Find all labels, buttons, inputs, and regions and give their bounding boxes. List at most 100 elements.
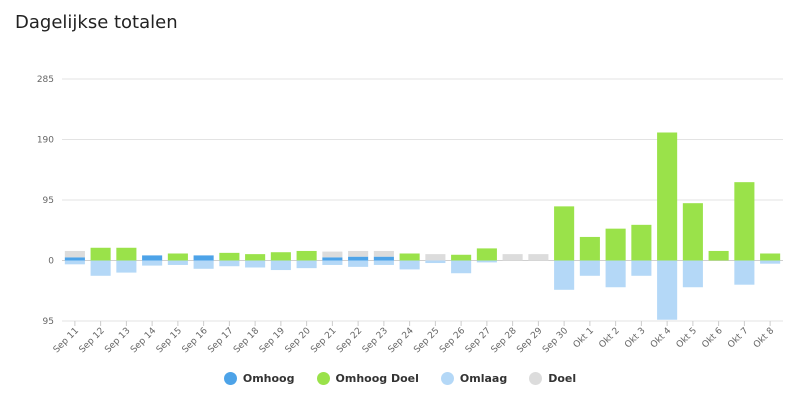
bar-omlaag-15[interactable]: [451, 260, 472, 274]
legend-item-omlaag[interactable]: Omlaag: [440, 372, 508, 385]
legend-label-omhoog: Omhoog: [242, 372, 295, 385]
x-tick-label: Sep 19: [258, 326, 287, 355]
bar-omlaag-13[interactable]: [399, 260, 420, 270]
x-tick-label: Okt 7: [726, 326, 750, 350]
bar-omlaag-6[interactable]: [219, 260, 240, 267]
x-tick-label: Sep 20: [284, 326, 313, 355]
x-tick-label: Okt 1: [572, 326, 596, 350]
bar-omlaag-0[interactable]: [64, 260, 85, 265]
legend-swatch-omlaag: [440, 372, 454, 385]
bar-omlaag-11[interactable]: [348, 260, 369, 267]
bar-omhoog-doel-15[interactable]: [451, 254, 472, 261]
legend-item-omhoog-doel[interactable]: Omhoog Doel: [316, 372, 419, 385]
bar-omlaag-10[interactable]: [322, 260, 343, 265]
legend-label-omhoog-doel: Omhoog Doel: [335, 372, 419, 385]
y-tick-label: 190: [37, 136, 54, 146]
bar-omhoog-doel-21[interactable]: [605, 228, 626, 261]
legend-label-omlaag: Omlaag: [459, 372, 508, 385]
legend-swatch-omhoog: [223, 372, 237, 385]
legend-item-omhoog[interactable]: Omhoog: [223, 372, 295, 385]
legend-item-doel[interactable]: Doel: [529, 372, 576, 385]
bar-omlaag-5[interactable]: [193, 260, 214, 269]
bar-omlaag-23[interactable]: [657, 260, 678, 320]
x-tick-label: Sep 13: [103, 326, 132, 355]
x-tick-label: Sep 22: [335, 326, 364, 355]
bar-doel-17[interactable]: [502, 254, 523, 261]
bar-omlaag-22[interactable]: [631, 260, 652, 276]
x-tick-label: Sep 17: [206, 326, 235, 355]
x-tick-label: Sep 23: [361, 326, 390, 355]
bar-omhoog-doel-2[interactable]: [116, 247, 137, 261]
bar-omhoog-doel-24[interactable]: [682, 203, 703, 261]
x-tick-label: Sep 30: [541, 326, 570, 355]
bar-omhoog-doel-9[interactable]: [296, 250, 317, 261]
bar-omlaag-8[interactable]: [270, 260, 291, 271]
bar-omhoog-0[interactable]: [64, 257, 85, 261]
y-tick-label: 95: [43, 317, 54, 327]
x-tick-label: Okt 4: [649, 326, 674, 351]
bar-omhoog-doel-27[interactable]: [760, 253, 781, 261]
x-tick-label: Okt 2: [597, 326, 621, 350]
bar-omhoog-12[interactable]: [373, 256, 394, 261]
bar-omlaag-2[interactable]: [116, 260, 137, 273]
bar-omhoog-doel-26[interactable]: [734, 182, 755, 261]
bar-omhoog-doel-4[interactable]: [167, 253, 188, 261]
bar-omlaag-4[interactable]: [167, 260, 188, 265]
x-tick-label: Sep 26: [438, 326, 467, 355]
x-tick-label: Sep 25: [412, 326, 441, 355]
x-tick-label: Sep 14: [129, 326, 158, 355]
x-tick-label: Sep 18: [232, 326, 261, 355]
x-tick-label: Sep 11: [52, 326, 81, 355]
x-tick-label: Okt 5: [675, 326, 699, 350]
x-tick-label: Sep 12: [78, 326, 107, 355]
legend-swatch-omhoog-doel: [316, 372, 330, 385]
bar-omlaag-1[interactable]: [90, 260, 111, 276]
bar-omhoog-doel-22[interactable]: [631, 224, 652, 261]
bar-omhoog-doel-19[interactable]: [554, 206, 575, 261]
bar-omlaag-16[interactable]: [476, 260, 497, 263]
x-tick-label: Okt 3: [623, 326, 647, 350]
legend-label-doel: Doel: [548, 372, 577, 385]
bar-omhoog-doel-7[interactable]: [245, 254, 266, 261]
bar-omlaag-9[interactable]: [296, 260, 317, 269]
x-tick-label: Sep 29: [515, 326, 544, 355]
x-tick-label: Sep 21: [309, 326, 338, 355]
bar-doel-10[interactable]: [322, 251, 343, 258]
bar-omlaag-27[interactable]: [760, 260, 781, 264]
bar-omlaag-14[interactable]: [425, 260, 446, 264]
bar-omlaag-19[interactable]: [554, 260, 575, 290]
x-tick-label: Sep 24: [387, 326, 416, 355]
bar-omhoog-doel-25[interactable]: [708, 250, 729, 261]
bar-omhoog-11[interactable]: [348, 256, 369, 261]
y-tick-label: 95: [43, 196, 54, 206]
bar-omlaag-20[interactable]: [579, 260, 600, 276]
bar-omhoog-doel-1[interactable]: [90, 247, 111, 261]
x-tick-label: Okt 6: [700, 326, 725, 351]
bar-doel-0[interactable]: [64, 250, 85, 258]
bar-doel-18[interactable]: [528, 254, 549, 261]
bar-doel-11[interactable]: [348, 250, 369, 257]
bar-omlaag-12[interactable]: [373, 260, 394, 265]
x-tick-label: Sep 16: [181, 326, 210, 355]
bar-omlaag-3[interactable]: [142, 260, 163, 266]
y-tick-label: 0: [48, 257, 54, 267]
bar-omhoog-doel-16[interactable]: [476, 248, 497, 261]
bar-omhoog-doel-20[interactable]: [579, 236, 600, 261]
bar-omhoog-doel-23[interactable]: [657, 132, 678, 261]
bar-omlaag-26[interactable]: [734, 260, 755, 285]
bar-omlaag-21[interactable]: [605, 260, 626, 288]
bar-omhoog-10[interactable]: [322, 257, 343, 261]
bar-omhoog-doel-6[interactable]: [219, 252, 240, 261]
y-tick-label: 285: [37, 75, 54, 85]
bar-omhoog-5[interactable]: [193, 255, 214, 261]
chart-title: Dagelijkse totalen: [15, 12, 178, 33]
bar-omlaag-7[interactable]: [245, 260, 266, 268]
bar-doel-14[interactable]: [425, 254, 446, 261]
bar-doel-12[interactable]: [373, 250, 394, 257]
bar-omhoog-3[interactable]: [142, 255, 163, 261]
bar-omhoog-doel-13[interactable]: [399, 253, 420, 261]
bar-layer: [64, 132, 781, 320]
bar-omlaag-24[interactable]: [682, 260, 703, 288]
bar-omhoog-doel-8[interactable]: [270, 252, 291, 261]
